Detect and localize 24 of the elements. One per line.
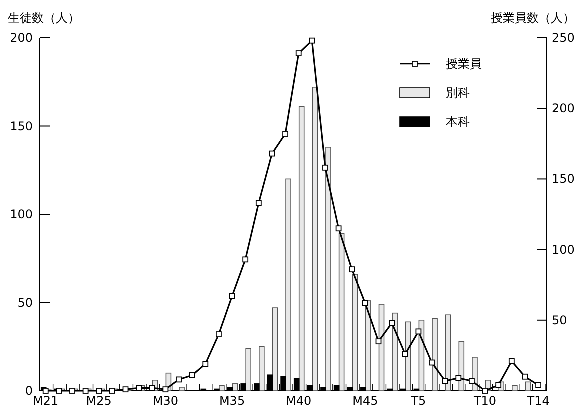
y2-tick-label: 200 xyxy=(552,102,575,116)
y2-axis-title: 授業員数（人） xyxy=(491,11,575,25)
y2-tick-label: 100 xyxy=(552,242,575,257)
x-tick-label: T5 xyxy=(410,394,426,408)
y-tick-label: 200 xyxy=(10,31,33,45)
x-tick-label: M21 xyxy=(33,394,59,408)
y-tick-label: 50 xyxy=(18,296,33,310)
x-tick-label: M35 xyxy=(219,394,246,408)
y-tick-label: 150 xyxy=(10,119,33,134)
x-tick-label: M25 xyxy=(86,394,112,408)
y-tick-label: 100 xyxy=(10,208,33,222)
y-tick-label: 0 xyxy=(25,384,33,398)
y-axis-title: 生徒数（人） xyxy=(8,11,80,25)
legend-label: 別科 xyxy=(446,86,470,100)
y2-tick-label: 150 xyxy=(552,172,575,186)
y2-tick-label: 50 xyxy=(552,313,568,328)
x-tick-label: T10 xyxy=(472,394,497,408)
x-tick-label: T14 xyxy=(526,394,550,408)
legend-label: 授業員 xyxy=(446,57,482,71)
x-tick-label: M30 xyxy=(152,394,179,408)
x-tick-label: M45 xyxy=(352,394,378,408)
x-tick-label: M40 xyxy=(286,394,312,408)
legend-label: 本科 xyxy=(446,115,470,129)
y2-tick-label: 250 xyxy=(552,31,575,45)
